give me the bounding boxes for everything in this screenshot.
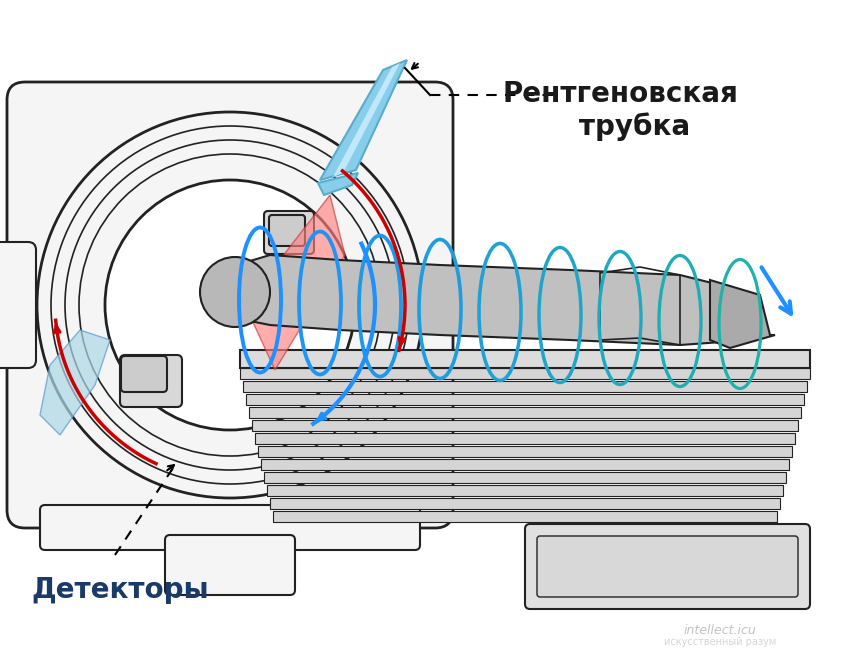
FancyBboxPatch shape	[264, 211, 314, 254]
FancyBboxPatch shape	[7, 82, 453, 528]
FancyBboxPatch shape	[165, 535, 295, 595]
FancyBboxPatch shape	[249, 407, 801, 418]
FancyBboxPatch shape	[120, 355, 182, 407]
FancyBboxPatch shape	[261, 459, 789, 470]
Polygon shape	[40, 330, 110, 435]
Polygon shape	[710, 280, 775, 348]
Circle shape	[200, 257, 270, 327]
Text: Детекторы: Детекторы	[31, 576, 209, 604]
FancyBboxPatch shape	[267, 485, 783, 496]
FancyBboxPatch shape	[269, 215, 305, 246]
Text: искусственный разум: искусственный разум	[664, 637, 776, 647]
FancyBboxPatch shape	[255, 433, 795, 444]
Polygon shape	[333, 63, 400, 177]
FancyBboxPatch shape	[243, 381, 807, 392]
FancyBboxPatch shape	[240, 350, 810, 368]
Polygon shape	[320, 60, 407, 180]
Polygon shape	[245, 195, 345, 370]
FancyBboxPatch shape	[240, 368, 810, 379]
FancyBboxPatch shape	[270, 498, 780, 509]
FancyBboxPatch shape	[121, 356, 167, 392]
Polygon shape	[318, 173, 358, 195]
FancyBboxPatch shape	[537, 536, 798, 597]
FancyBboxPatch shape	[258, 446, 792, 457]
FancyBboxPatch shape	[264, 472, 786, 483]
Text: intellect.icu: intellect.icu	[683, 624, 756, 636]
Text: Рентгеновская
   трубка: Рентгеновская трубка	[502, 80, 738, 141]
FancyBboxPatch shape	[40, 505, 420, 550]
FancyBboxPatch shape	[252, 420, 798, 431]
FancyBboxPatch shape	[246, 394, 804, 405]
FancyBboxPatch shape	[525, 524, 810, 609]
FancyBboxPatch shape	[0, 242, 36, 368]
Polygon shape	[220, 255, 760, 345]
Circle shape	[105, 180, 355, 430]
FancyBboxPatch shape	[273, 511, 777, 522]
